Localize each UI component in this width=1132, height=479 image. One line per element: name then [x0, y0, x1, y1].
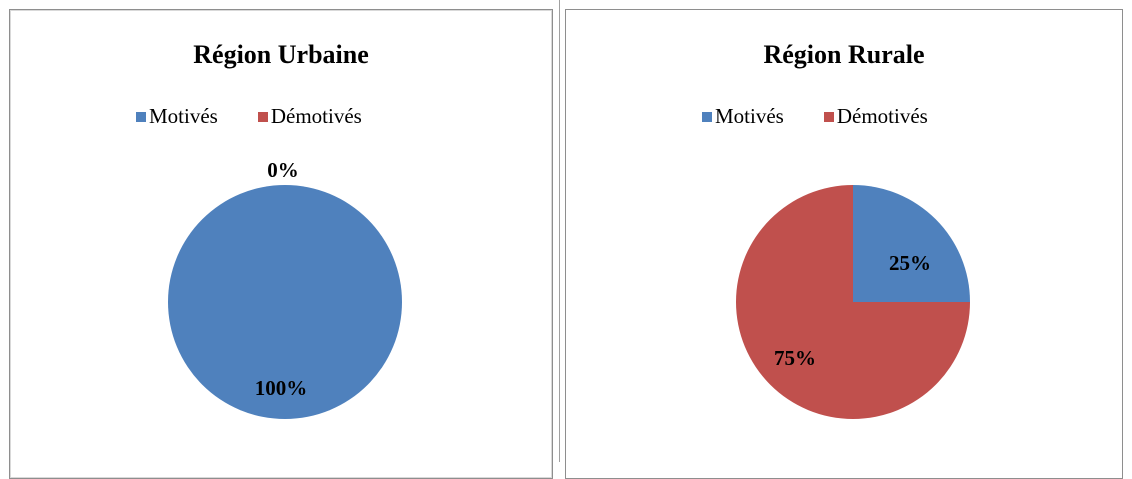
legend-swatch-motives	[702, 111, 712, 122]
legend-label-motives: Motivés	[149, 104, 218, 128]
pie-slice-motives	[168, 185, 402, 419]
chart-title-urbaine: Région Urbaine	[193, 40, 369, 69]
data-label-motives: 100%	[255, 376, 308, 400]
legend-label-demotives: Démotivés	[270, 104, 362, 128]
pie-chart-urbaine: 100% 0%	[168, 158, 402, 419]
legend-item-demotives-urbaine: Démotivés	[257, 104, 362, 129]
legend-urbaine: Motivés Démotivés	[136, 104, 362, 129]
pie-chart-rurale: 25% 75%	[736, 185, 970, 419]
data-label-demotives: 0%	[267, 158, 299, 182]
chart-title-rurale: Région Rurale	[763, 40, 925, 69]
legend-item-motives-urbaine: Motivés	[136, 104, 218, 129]
legend-swatch-demotives	[257, 111, 268, 122]
data-label-motives: 25%	[889, 251, 931, 275]
legend-swatch-demotives	[823, 111, 834, 122]
legend-label-motives: Motivés	[715, 104, 784, 128]
legend-label-demotives: Démotivés	[836, 104, 928, 128]
data-label-demotives: 75%	[774, 346, 816, 370]
legend-rurale: Motivés Démotivés	[702, 104, 928, 129]
legend-item-motives-rurale: Motivés	[702, 104, 784, 129]
pie-slice-motives	[853, 185, 970, 302]
legend-swatch-motives	[136, 111, 146, 122]
panel-divider	[559, 0, 560, 462]
pie-slice-demotives	[736, 185, 970, 419]
legend-item-demotives-rurale: Démotivés	[823, 104, 928, 129]
